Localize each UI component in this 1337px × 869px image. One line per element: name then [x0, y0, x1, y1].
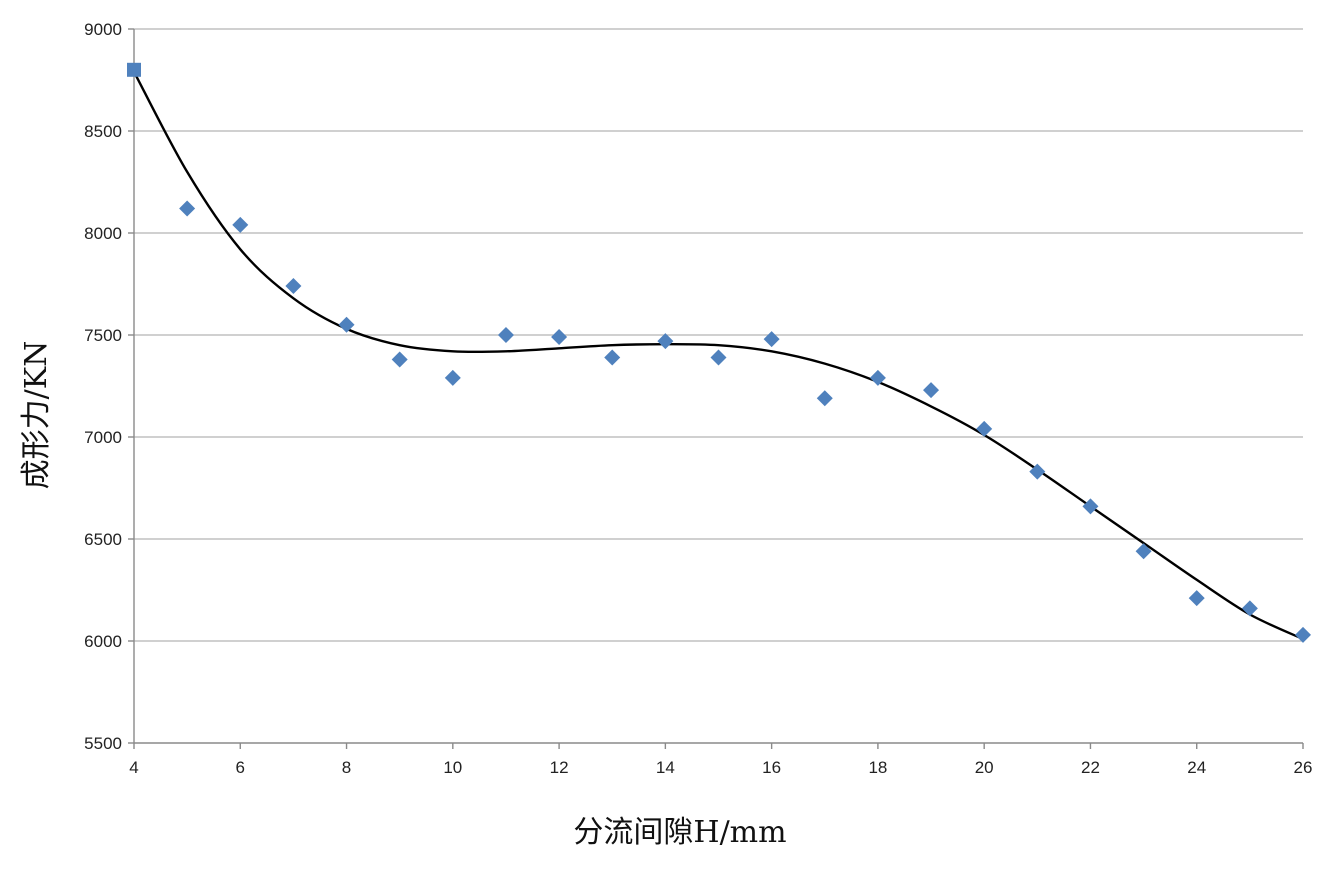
data-point [1029, 463, 1046, 480]
data-point [923, 382, 940, 399]
x-tick-label: 22 [1081, 758, 1100, 777]
y-axis-title: 成形力/KN [19, 341, 54, 490]
data-point [976, 420, 993, 437]
x-axis-title: 分流间隙H/mm [573, 815, 786, 850]
x-tick-label: 16 [762, 758, 781, 777]
x-tick-label: 12 [550, 758, 569, 777]
data-point [285, 278, 302, 295]
data-point [551, 329, 568, 346]
data-points [127, 62, 1311, 643]
axes [128, 28, 1304, 749]
y-tick-label: 9000 [84, 20, 122, 39]
data-point [1188, 590, 1205, 607]
x-tick-label: 18 [868, 758, 887, 777]
trendline-layer [132, 71, 1304, 641]
x-tick-labels: 4 6 8 10 12 14 16 18 20 22 24 26 [129, 758, 1312, 777]
y-tick-label: 6500 [84, 530, 122, 549]
x-tick-label: 14 [656, 758, 675, 777]
y-tick-label: 8000 [84, 224, 122, 243]
y-tick-label: 7500 [84, 326, 122, 345]
data-point [1241, 600, 1258, 617]
data-point [869, 369, 886, 386]
y-tick-label: 5500 [84, 734, 122, 753]
data-point [1135, 543, 1152, 560]
data-point [604, 349, 621, 366]
data-point [1082, 498, 1099, 515]
x-tick-label: 8 [342, 758, 351, 777]
data-point [232, 216, 249, 233]
gridlines [134, 28, 1303, 642]
trendline [132, 71, 1304, 641]
x-tick-label: 6 [236, 758, 245, 777]
x-tick-label: 20 [975, 758, 994, 777]
x-tick-label: 10 [443, 758, 462, 777]
x-tick-label: 26 [1294, 758, 1313, 777]
data-point [657, 333, 674, 350]
data-point [338, 316, 355, 333]
data-point [816, 390, 833, 407]
y-tick-labels: 5500 6000 6500 7000 7500 8000 8500 9000 [84, 20, 122, 753]
y-tick-label: 8500 [84, 122, 122, 141]
data-point [444, 369, 461, 386]
data-point [763, 331, 780, 348]
data-point [179, 200, 196, 217]
data-point [497, 327, 514, 343]
x-tick-label: 4 [129, 758, 138, 777]
data-point [710, 349, 727, 366]
y-tick-label: 7000 [84, 428, 122, 447]
data-point [127, 62, 141, 77]
data-point [391, 351, 408, 368]
x-tick-label: 24 [1187, 758, 1206, 777]
data-point [1295, 626, 1311, 643]
y-tick-label: 6000 [84, 632, 122, 651]
